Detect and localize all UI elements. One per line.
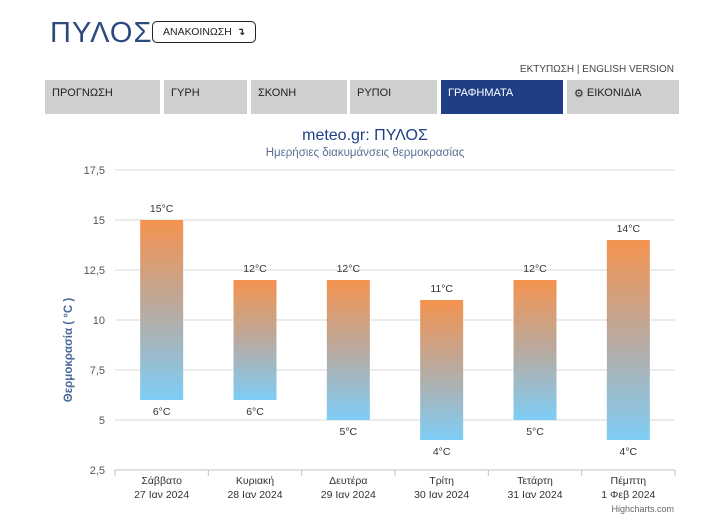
x-tick-day-label: Τετάρτη <box>517 475 553 487</box>
tab-forecast[interactable]: ΠΡΟΓΝΩΣΗ <box>45 80 160 114</box>
announcement-button[interactable]: ΑΝΑΚΟΙΝΩΣΗ ↴ <box>152 21 257 43</box>
highcharts-credit[interactable]: Highcharts.com <box>611 504 674 514</box>
tab-label: ΓΥΡΗ <box>171 87 200 99</box>
high-temp-label: 15°C <box>150 203 174 215</box>
x-tick-date-label: 1 Φεβ 2024 <box>601 489 655 501</box>
top-links: ΕΚΤΥΠΩΣΗ | ENGLISH VERSION <box>520 64 674 75</box>
tab-icons[interactable]: ⚙ ΕΙΚΟΝΙΔΙΑ <box>567 80 679 114</box>
x-tick-date-label: 30 Ιαν 2024 <box>414 489 469 501</box>
chart-subtitle: Ημερήσιες διακυμάνσεις θερμοκρασίας <box>266 147 465 159</box>
tab-label: ΕΙΚΟΝΙΔΙΑ <box>586 87 642 99</box>
temperature-range-bar <box>140 220 184 400</box>
print-link[interactable]: ΕΚΤΥΠΩΣΗ <box>519 64 575 75</box>
temperature-chart: meteo.gr: ΠΥΛΟΣ Ημερήσιες διακυμάνσεις θ… <box>0 120 702 527</box>
temperature-range-bar <box>326 280 370 420</box>
tab-charts[interactable]: ΓΡΑΦΗΜΑΤΑ <box>441 80 563 114</box>
x-tick-date-label: 28 Ιαν 2024 <box>227 489 282 501</box>
low-temp-label: 4°C <box>620 446 638 458</box>
low-temp-label: 5°C <box>526 426 544 438</box>
arrow-turn-icon: ↴ <box>236 26 246 38</box>
y-tick-label: 7,5 <box>90 365 105 377</box>
y-tick-label: 10 <box>93 315 105 327</box>
chart-title: meteo.gr: ΠΥΛΟΣ <box>302 127 428 144</box>
y-tick-label: 17,5 <box>84 165 105 177</box>
temperature-range-bar <box>513 280 557 420</box>
y-tick-label: 2,5 <box>90 465 105 477</box>
low-temp-label: 4°C <box>433 446 451 458</box>
y-tick-label: 15 <box>93 215 105 227</box>
x-tick-date-label: 29 Ιαν 2024 <box>321 489 376 501</box>
low-temp-label: 6°C <box>153 406 171 418</box>
temperature-range-bar <box>606 240 650 440</box>
gear-icon: ⚙ <box>574 88 584 100</box>
y-axis-title: Θερμοκρασία ( °C ) <box>63 298 75 403</box>
x-tick-day-label: Σάββατο <box>141 475 182 487</box>
link-separator: | <box>576 64 580 75</box>
page-title: ΠΥΛΟΣ <box>50 17 153 49</box>
temperature-range-bar <box>233 280 277 400</box>
chart-svg: meteo.gr: ΠΥΛΟΣ Ημερήσιες διακυμάνσεις θ… <box>63 127 676 514</box>
tab-pollutants[interactable]: ΡΥΠΟΙ <box>350 80 437 114</box>
high-temp-label: 11°C <box>430 283 453 295</box>
tab-dust[interactable]: ΣΚΟΝΗ <box>251 80 347 114</box>
high-temp-label: 12°C <box>243 263 267 275</box>
temperature-range-bar <box>420 300 464 440</box>
x-tick-day-label: Δευτέρα <box>329 475 367 487</box>
x-tick-day-label: Πέμπτη <box>611 475 647 487</box>
x-tick-date-label: 27 Ιαν 2024 <box>134 489 189 501</box>
announcement-label: ΑΝΑΚΟΙΝΩΣΗ <box>163 26 232 38</box>
low-temp-label: 5°C <box>340 426 358 438</box>
tab-label: ΣΚΟΝΗ <box>258 87 297 99</box>
x-tick-day-label: Τρίτη <box>429 475 454 487</box>
y-tick-label: 5 <box>99 415 105 427</box>
tab-label: ΡΥΠΟΙ <box>357 87 392 99</box>
x-tick-day-label: Κυριακή <box>236 475 274 487</box>
low-temp-label: 6°C <box>246 406 264 418</box>
x-tick-date-label: 31 Ιαν 2024 <box>507 489 562 501</box>
tab-pollen[interactable]: ΓΥΡΗ <box>164 80 247 114</box>
tab-bar: ΠΡΟΓΝΩΣΗ ΓΥΡΗ ΣΚΟΝΗ ΡΥΠΟΙ ΓΡΑΦΗΜΑΤΑ ⚙ ΕΙ… <box>0 80 702 114</box>
high-temp-label: 12°C <box>523 263 547 275</box>
tab-label: ΓΡΑΦΗΜΑΤΑ <box>448 87 514 99</box>
english-version-link[interactable]: ENGLISH VERSION <box>582 64 674 75</box>
tab-label: ΠΡΟΓΝΩΣΗ <box>52 87 113 99</box>
y-tick-label: 12,5 <box>84 265 105 277</box>
high-temp-label: 12°C <box>337 263 361 275</box>
high-temp-label: 14°C <box>617 223 641 235</box>
